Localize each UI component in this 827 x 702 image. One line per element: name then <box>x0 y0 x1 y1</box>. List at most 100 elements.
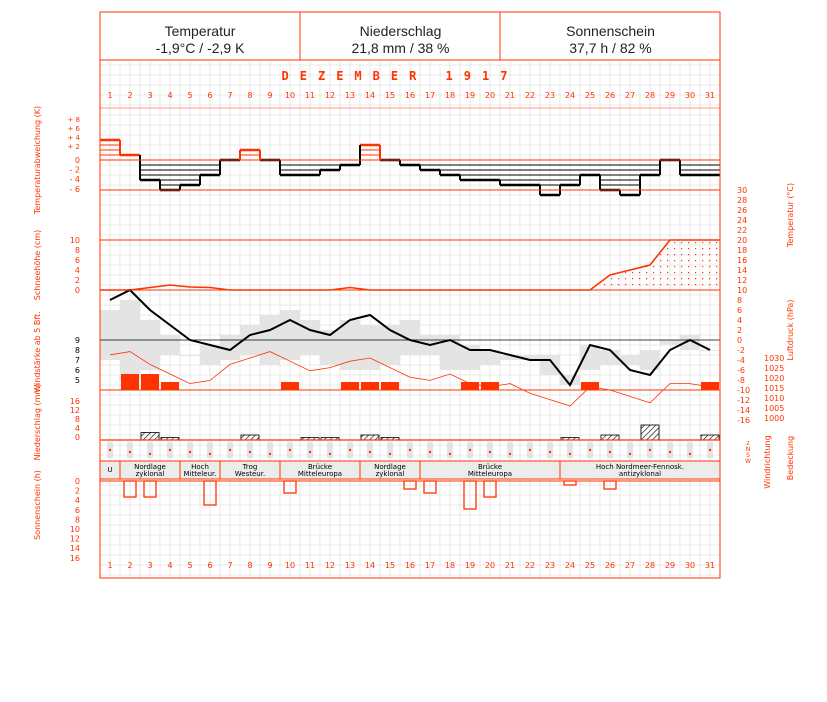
snow-tick-label: 6 <box>75 256 80 265</box>
cloud-cover-mark <box>687 442 693 458</box>
temperature-tick-label: -4 <box>737 356 745 365</box>
temperature-tick-label: 18 <box>737 246 747 255</box>
day-label-top: 24 <box>565 91 575 100</box>
cloud-cover-mark <box>427 442 433 458</box>
weather-type-label: zyklonal <box>136 470 165 478</box>
temp-range-bar <box>500 355 520 360</box>
temperature-tick-label: 6 <box>737 306 742 315</box>
wind-direction-dot <box>648 448 652 452</box>
weather-type-label: Trog <box>242 463 258 471</box>
wind-direction-dot <box>228 448 232 452</box>
day-label-bottom: 6 <box>207 561 212 570</box>
wind-direction-dot <box>628 452 632 456</box>
day-label-top: 1 <box>107 91 112 100</box>
cloud-cover-mark <box>207 442 213 458</box>
temp-range-bar <box>440 335 460 370</box>
label-temp-anomaly: Temperaturabweichung (K) <box>33 106 42 215</box>
wind-bar <box>121 374 139 390</box>
header-precipitation: Niederschlag 21,8 mm / 38 % <box>301 14 500 60</box>
day-label-top: 16 <box>405 91 415 100</box>
header-temperature-title: Temperatur <box>164 23 236 39</box>
weather-type-label: Brücke <box>478 463 502 471</box>
cloud-cover-mark <box>307 442 313 458</box>
day-label-bottom: 8 <box>247 561 252 570</box>
header-sunshine: Sonnenschein 37,7 h / 82 % <box>501 14 720 60</box>
wind-tick-label: 9 <box>75 336 80 345</box>
day-label-top: 8 <box>247 91 252 100</box>
label-cloud-cover: Bedeckung <box>786 436 795 480</box>
day-label-bottom: 31 <box>705 561 715 570</box>
temperature-tick-label: 24 <box>737 216 747 225</box>
temp-range-bar <box>560 375 580 385</box>
day-label-bottom: 17 <box>425 561 435 570</box>
temperature-tick-label: 30 <box>737 186 747 195</box>
wind-direction-dot <box>508 452 512 456</box>
chart-title: DEZEMBER 1917 <box>282 69 519 83</box>
wind-bar <box>381 382 399 390</box>
cloud-cover-mark <box>447 442 453 458</box>
cloud-cover-mark <box>267 442 273 458</box>
weather-type-label: Hoch <box>191 463 209 471</box>
day-label-bottom: 9 <box>267 561 272 570</box>
wind-bar <box>581 382 599 390</box>
day-label-bottom: 13 <box>345 561 355 570</box>
temp-range-bar <box>280 310 300 360</box>
temp-range-bar <box>380 325 400 365</box>
day-label-bottom: 5 <box>187 561 192 570</box>
precipitation-bar <box>700 434 720 441</box>
wind-direction-dot <box>188 450 192 454</box>
day-label-top: 3 <box>147 91 152 100</box>
temp-range-bar <box>680 335 700 350</box>
cloud-cover-mark <box>327 442 333 458</box>
wind-direction-dot <box>548 450 552 454</box>
temperature-tick-label: 12 <box>737 276 747 285</box>
pressure-tick-label: 1020 <box>764 374 784 383</box>
wind-direction-dot <box>708 448 712 452</box>
wind-direction-dot <box>208 452 212 456</box>
wind-direction-dot <box>288 448 292 452</box>
header-temperature: Temperatur -1,9°C / -2,9 K <box>100 14 300 60</box>
legend-letter: W <box>745 458 751 465</box>
anomaly-tick-label: - 2 <box>69 166 80 175</box>
day-label-top: 2 <box>127 91 132 100</box>
precip-tick-label: 8 <box>75 415 80 424</box>
temperature-tick-label: -6 <box>737 366 745 375</box>
day-label-bottom: 22 <box>525 561 535 570</box>
temperature-tick-label: 8 <box>737 296 742 305</box>
temp-range-bar <box>640 350 660 370</box>
header-precipitation-title: Niederschlag <box>359 23 442 39</box>
anomaly-tick-label: + 6 <box>67 125 80 133</box>
wind-direction-dot <box>168 448 172 452</box>
anomaly-tick-label: + 2 <box>67 143 80 151</box>
weather-type-label: Brücke <box>308 463 332 471</box>
day-label-bottom: 24 <box>565 561 575 570</box>
day-label-top: 6 <box>207 91 212 100</box>
temperature-tick-label: -10 <box>737 386 750 395</box>
temp-range-bar <box>480 350 500 365</box>
day-label-bottom: 23 <box>545 561 555 570</box>
wind-bar <box>281 382 299 390</box>
day-label-bottom: 1 <box>107 561 112 570</box>
day-label-top: 28 <box>645 91 655 100</box>
snow-tick-label: 4 <box>75 266 80 275</box>
precip-tick-label: 12 <box>70 406 80 415</box>
snow-area <box>100 240 720 290</box>
day-label-bottom: 11 <box>305 561 315 570</box>
weather-type-label: Hoch Nordmeer-Fennosk. <box>596 463 684 471</box>
day-label-bottom: 21 <box>505 561 515 570</box>
day-label-top: 19 <box>465 91 475 100</box>
temp-range-bar <box>620 355 640 365</box>
day-label-bottom: 7 <box>227 561 232 570</box>
weather-type-label: Nordlage <box>374 463 406 471</box>
day-label-top: 17 <box>425 91 435 100</box>
cloud-cover-mark <box>487 442 493 458</box>
weather-type-label: zyklonal <box>376 470 405 478</box>
temp-range-bar <box>520 355 540 360</box>
day-label-top: 29 <box>665 91 675 100</box>
anomaly-tick-label: - 6 <box>69 185 80 194</box>
day-label-top: 20 <box>485 91 495 100</box>
label-wind-direction: Windrichtung <box>763 435 772 488</box>
day-label-bottom: 12 <box>325 561 335 570</box>
temperature-tick-label: 22 <box>737 226 747 235</box>
wind-bar <box>701 382 719 390</box>
